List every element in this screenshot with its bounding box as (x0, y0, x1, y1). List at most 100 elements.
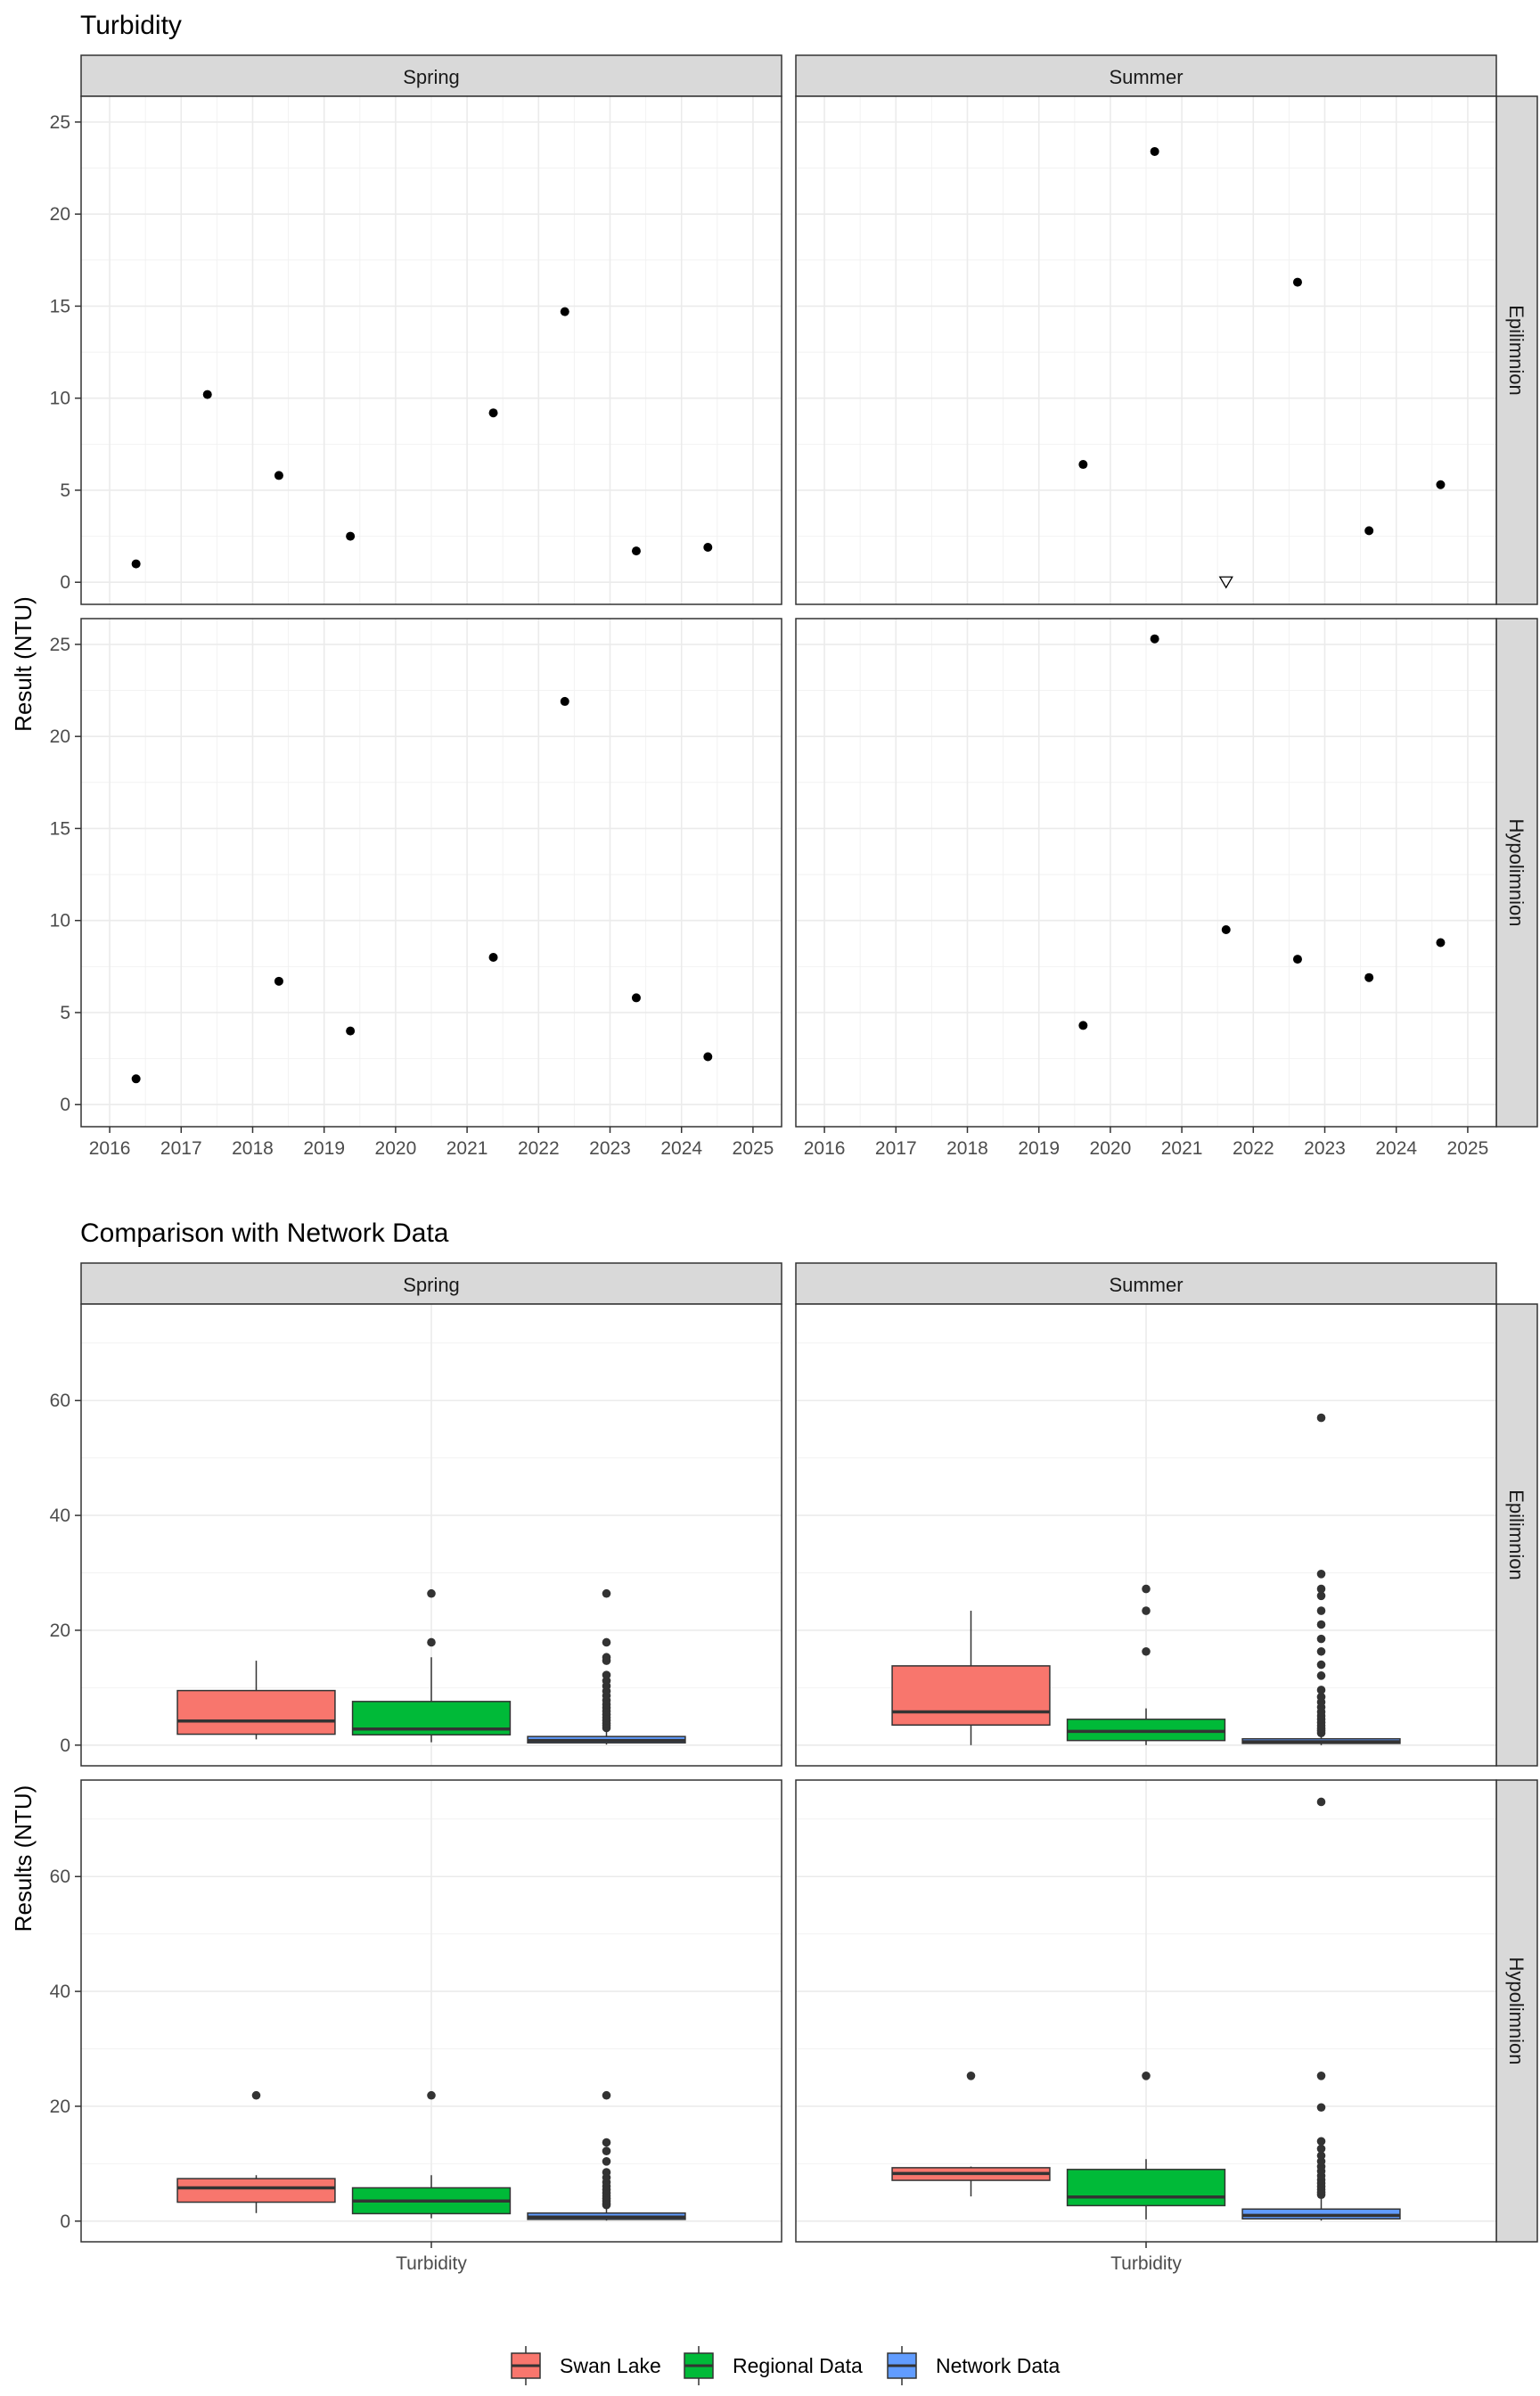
y-tick-label: 20 (50, 726, 70, 747)
legend-item-swan-lake: Swan Lake (511, 2346, 661, 2385)
box-iqr (891, 1665, 1051, 1727)
x-tick-label: 2021 (446, 1138, 488, 1159)
box-network-data (527, 1588, 686, 1745)
y-tick-label: 5 (60, 1003, 70, 1023)
x-tick-label: 2017 (160, 1138, 202, 1159)
y-tick-label: 20 (50, 204, 70, 225)
data-point (274, 471, 283, 480)
strip-hypolimnion-label: Hypolimnion (1505, 818, 1528, 926)
legend-item-network-data: Network Data (887, 2346, 1061, 2385)
y-tick-label: 40 (50, 1982, 70, 2002)
data-point (1436, 938, 1446, 948)
outlier-point (1142, 1584, 1151, 1594)
box-iqr (176, 2178, 336, 2203)
panel-summer-hypolimnion (795, 618, 1497, 1128)
data-point (1364, 972, 1374, 982)
y-tick-label: 20 (50, 2096, 70, 2117)
panel-grid (81, 1780, 782, 2242)
outlier-point (1316, 1570, 1326, 1579)
panel-grid (81, 619, 782, 1127)
strip-hypolimnion-label: Hypolimnion (1505, 1957, 1528, 2064)
data-point (202, 390, 212, 399)
data-point (346, 531, 356, 541)
x-tick-label: 2018 (946, 1138, 988, 1159)
outlier-point (1316, 1646, 1326, 1656)
data-point (274, 976, 283, 986)
outlier-point (1142, 2072, 1151, 2080)
legend-label-regional-data: Regional Data (733, 2354, 863, 2377)
chart-title: Comparison with Network Data (80, 1219, 449, 1248)
data-point (131, 559, 141, 569)
y-tick-label: 0 (60, 1095, 70, 1115)
panel-border (795, 95, 1497, 605)
panel-points (131, 307, 713, 569)
x-tick-label: 2020 (1090, 1138, 1132, 1159)
x-tick-label: 2019 (1018, 1138, 1060, 1159)
outlier-point (427, 2090, 436, 2100)
x-tick-label: 2022 (518, 1138, 560, 1159)
outlier-point (251, 2090, 261, 2100)
box-iqr (1066, 2169, 1226, 2207)
y-tick-label: 15 (50, 818, 70, 839)
box-regional-data (1066, 1584, 1226, 1745)
strip-spring-label: Spring (403, 1274, 460, 1296)
box-swan-lake (891, 2072, 1051, 2197)
outlier-point (602, 1588, 611, 1598)
outlier-point (1316, 1686, 1326, 1694)
panel-grid (796, 619, 1496, 1127)
panel-boxes (176, 1588, 686, 1745)
strip-summer (795, 54, 1497, 97)
panel-border (80, 618, 782, 1128)
strip-epilimnion-label: Epilimnion (1505, 1489, 1528, 1580)
outlier-point (602, 2157, 611, 2166)
legend: Swan Lake Regional Data Network Data (511, 2346, 1061, 2385)
strip-summer (795, 1262, 1497, 1305)
outlier-point (1316, 2103, 1326, 2113)
panel-spring-hypolimnion (80, 1779, 782, 2243)
box-network-data (1241, 1797, 1401, 2221)
x-tick-label: Turbidity (1110, 2253, 1182, 2274)
strip-epilimnion (1495, 95, 1538, 605)
data-point (631, 546, 641, 556)
outlier-point (1316, 1671, 1326, 1680)
x-tick-label: 2017 (875, 1138, 917, 1159)
panel-grid (796, 96, 1496, 604)
outlier-point (602, 2138, 611, 2147)
y-tick-label: 60 (50, 1391, 70, 1411)
outlier-point (1316, 2151, 1326, 2161)
axes: 0 20 40 60 0 20 40 60 Turbidity Turbidity (50, 1391, 1183, 2274)
panel-border (795, 1303, 1497, 1767)
outlier-point (427, 1637, 436, 1647)
outlier-point (427, 1588, 436, 1598)
data-point (1150, 634, 1159, 644)
data-point-nondetect (1218, 576, 1233, 589)
y-tick-label: 0 (60, 1735, 70, 1756)
panel-spring-epilimnion (80, 95, 782, 605)
panel-summer-epilimnion (795, 1303, 1497, 1767)
strip-summer-label: Summer (1109, 66, 1183, 88)
outlier-point (1316, 2137, 1326, 2146)
y-tick-label: 25 (50, 112, 70, 133)
data-point (560, 696, 569, 706)
panel-border (80, 95, 782, 605)
outlier-point (1316, 2072, 1326, 2080)
outlier-point (602, 2090, 611, 2100)
outlier-point (1316, 2144, 1326, 2154)
data-point (1436, 480, 1446, 489)
strip-epilimnion-label: Epilimnion (1505, 305, 1528, 396)
outlier-point (1316, 1660, 1326, 1670)
y-tick-label: 25 (50, 635, 70, 655)
outlier-point (1316, 1634, 1326, 1644)
data-point (488, 953, 498, 962)
x-tick-label: 2016 (89, 1138, 131, 1159)
data-point (346, 1026, 356, 1036)
outlier-point (602, 1653, 611, 1662)
strip-hypolimnion (1495, 618, 1538, 1128)
legend-item-regional-data: Regional Data (684, 2346, 863, 2385)
box-regional-data (1066, 2072, 1226, 2220)
x-tick-label: 2024 (1375, 1138, 1417, 1159)
outlier-point (1316, 1584, 1326, 1594)
box-network-data (527, 2090, 686, 2221)
chart-turbidity-scatter: Turbidity Result (NTU) Spring Summer Epi… (10, 11, 1538, 1159)
